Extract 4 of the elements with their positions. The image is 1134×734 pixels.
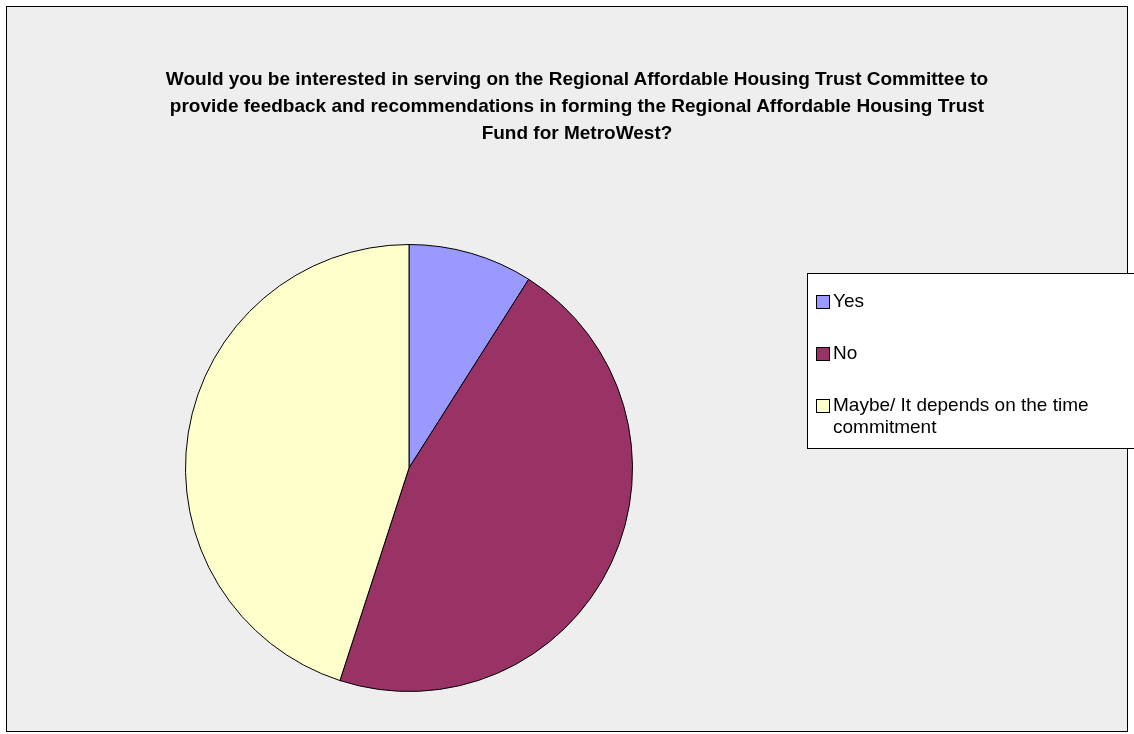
legend-label: No bbox=[833, 342, 858, 364]
chart-title: Would you be interested in serving on the Regional Affordable Housing Trust Committee to provide feedback and recommendations in forming the Regional Affordable Housing Trust Fund for MetroWest? bbox=[164, 67, 990, 145]
legend-label: Yes bbox=[833, 290, 864, 312]
legend-label: Maybe/ It depends on the time commitment bbox=[833, 394, 1090, 438]
